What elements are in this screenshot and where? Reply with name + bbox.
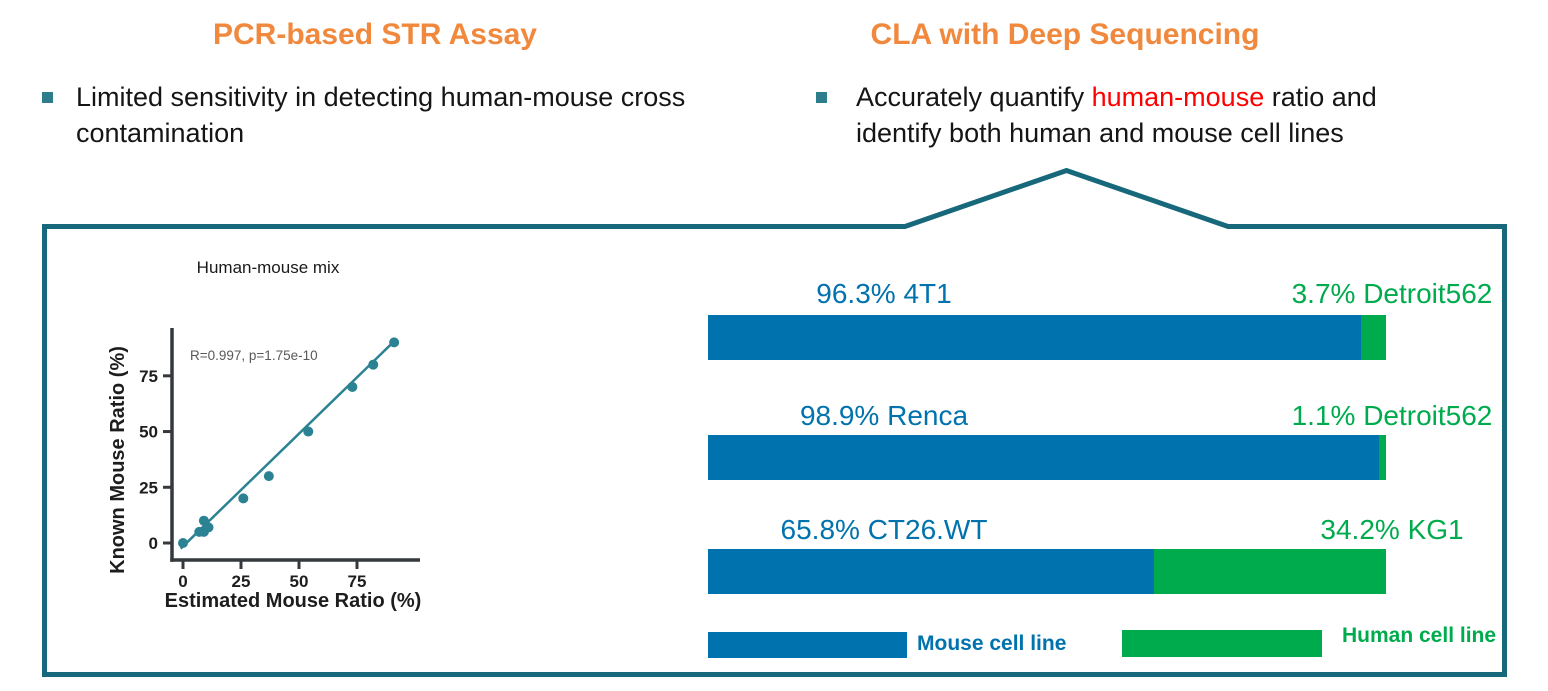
data-point: [203, 522, 214, 533]
bar2: [708, 435, 1386, 480]
right-bullet-line1-highlight: human-mouse: [1091, 82, 1265, 112]
y-tick-label: 75: [139, 367, 158, 386]
bullet-square-icon: [42, 92, 53, 103]
left-bullet-text: Limited sensitivity in detecting human-m…: [76, 79, 786, 151]
left-bullet-line1: Limited sensitivity in detecting human-m…: [76, 82, 686, 112]
bar1-mouse-label: 96.3% 4T1: [816, 278, 952, 309]
data-point: [238, 493, 249, 504]
scatter-x-axis-label: Estimated Mouse Ratio (%): [165, 590, 422, 612]
right-bullet-line1-post: ratio and: [1264, 82, 1377, 112]
data-point: [263, 471, 274, 482]
data-point: [368, 359, 379, 370]
bar1-human-label: 3.7% Detroit562: [1291, 278, 1493, 309]
x-tick-label: 0: [178, 572, 187, 591]
legend-mouse-label: Mouse cell line: [917, 632, 1067, 655]
legend-human-label: Human cell line: [1342, 624, 1497, 647]
data-point: [347, 381, 358, 392]
correlation-annotation: R=0.997, p=1.75e-10: [190, 348, 318, 363]
y-tick-label: 50: [139, 423, 158, 442]
legend-human-swatch: [1122, 630, 1322, 657]
right-bullet-text: Accurately quantify human-mouse ratio an…: [856, 79, 1516, 151]
data-point: [303, 426, 314, 437]
bar3-mouse-label: 65.8% CT26.WT: [780, 514, 988, 545]
bar2-human-label: 1.1% Detroit562: [1291, 400, 1493, 431]
data-point: [178, 538, 188, 548]
bar2-mouse-segment: [708, 435, 1379, 480]
bar1: [708, 315, 1386, 360]
bar3-human-label: 34.2% KG1: [1320, 514, 1464, 545]
x-tick-label: 75: [348, 572, 367, 591]
y-tick-label: 0: [149, 534, 158, 553]
bar2-human-segment: [1378, 435, 1386, 480]
bar1-human-segment: [1360, 315, 1386, 360]
y-tick-label: 25: [139, 478, 158, 497]
bar3-mouse-segment: [708, 549, 1155, 594]
right-bullet-line1-pre: Accurately quantify: [856, 82, 1092, 112]
bullet-square-icon: [816, 92, 827, 103]
left-column-title: PCR-based STR Assay: [213, 18, 537, 51]
bar3-human-segment: [1154, 549, 1386, 594]
scatter-title: Human-mouse mix: [196, 258, 340, 277]
scatter-y-axis-label: Known Mouse Ratio (%): [108, 346, 129, 574]
x-tick-label: 50: [290, 572, 309, 591]
right-bullet-line2: identify both human and mouse cell lines: [856, 118, 1344, 148]
fit-line: [179, 338, 398, 550]
left-bullet-line2: contamination: [76, 118, 245, 148]
data-point: [389, 337, 400, 348]
legend-mouse-swatch: [708, 632, 907, 658]
bar1-mouse-segment: [708, 315, 1361, 360]
x-tick-label: 25: [232, 572, 251, 591]
bar3: [708, 549, 1386, 594]
right-column-title: CLA with Deep Sequencing: [870, 18, 1260, 51]
right-bullet-line1: Accurately quantify human-mouse ratio an…: [856, 79, 1516, 115]
scatter-plot: Known Mouse Ratio (%) Estimated Mouse Ra…: [108, 328, 422, 612]
bar2-mouse-label: 98.9% Renca: [799, 400, 969, 431]
